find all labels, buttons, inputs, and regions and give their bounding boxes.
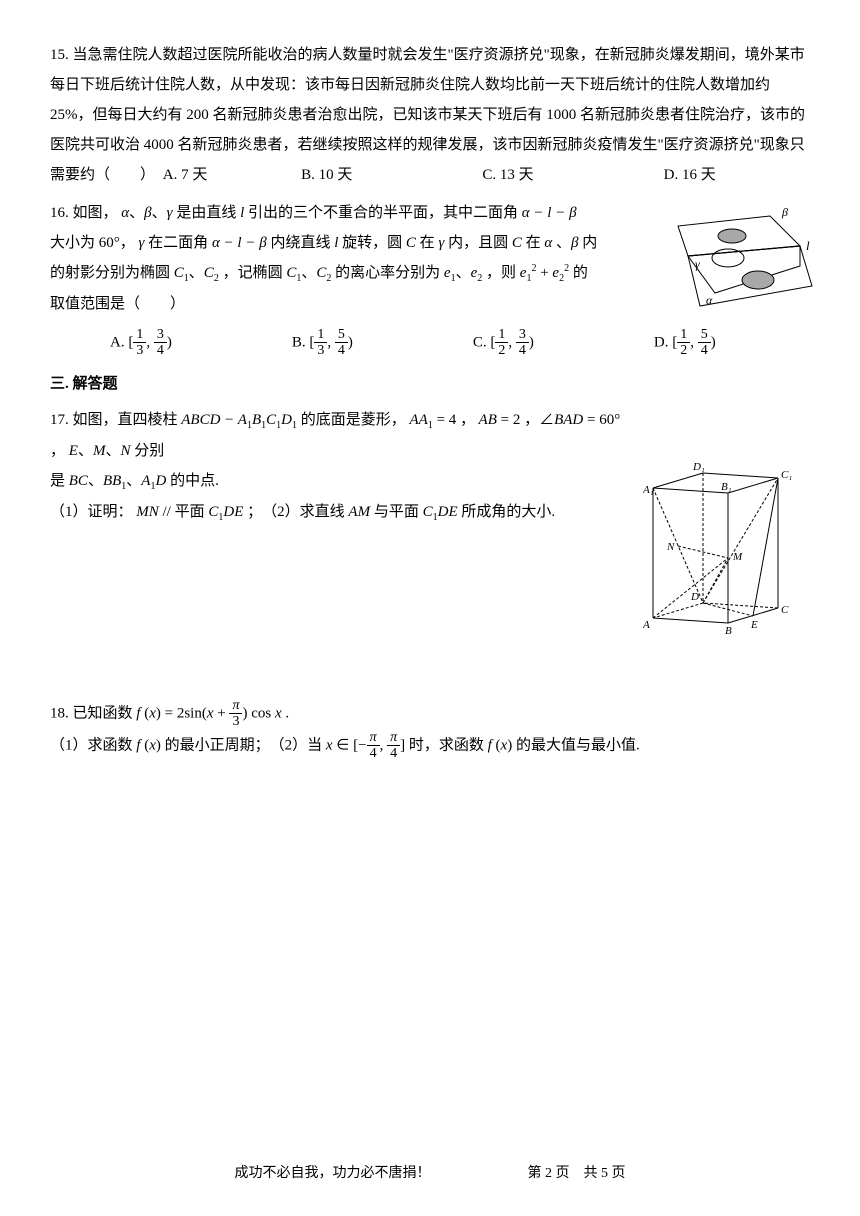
q16-t3: 的射影分别为椭圆 [50, 265, 170, 281]
q15-num: 15. [50, 47, 69, 63]
q18-num: 18. [50, 705, 69, 721]
q18-p1: （1）求函数 [50, 737, 133, 753]
q16-t1c: 引出的三个不重合的半平面，其中二面角 [248, 205, 518, 221]
q17-figure: A₁ B₁ C₁ D₁ A B C D E M N [643, 458, 798, 638]
q16-t1: 如图， [73, 205, 118, 221]
q16-opt-b: B. [13, 54) [292, 327, 353, 359]
q16-t2f: 内，且圆 [448, 235, 508, 251]
svg-text:E: E [750, 619, 758, 631]
svg-text:M: M [732, 551, 743, 563]
q17-p1c: ； （2）求直线 [247, 504, 345, 520]
svg-text:A: A [643, 619, 650, 631]
q16-t2e: 在 [420, 235, 435, 251]
footer-page: 第 2 页 共 5 页 [528, 1166, 626, 1181]
q16-t2b: 在二面角 [148, 235, 208, 251]
q17-p1: （1）证明： [50, 504, 133, 520]
q16-opt-c: C. [12, 34) [473, 327, 534, 359]
q18-p1b: 的最小正周期； （2）当 [165, 737, 323, 753]
q17-t1c: 分别 [134, 443, 164, 459]
q17-t2b: 的中点. [170, 473, 219, 489]
question-15: 15. 当急需住院人数超过医院所能收治的病人数量时就会发生"医疗资源挤兑"现象，… [50, 40, 810, 190]
q16-figure: β γ α l [670, 198, 820, 313]
svg-text:α: α [706, 293, 713, 307]
q17-num: 17. [50, 412, 69, 428]
svg-text:A₁: A₁ [643, 484, 654, 496]
section-3-title: 三. 解答题 [50, 369, 810, 399]
q16-t2h: 内 [582, 235, 597, 251]
q17-t1a: 如图，直四棱柱 [73, 412, 178, 428]
q16-num: 16. [50, 205, 69, 221]
q17-p1d: 与平面 [374, 504, 419, 520]
svg-text:B₁: B₁ [721, 481, 732, 493]
q18-t1: 已知函数 [73, 705, 133, 721]
page-footer: 成功不必自我，功力必不唐捐！ 第 2 页 共 5 页 [0, 1160, 860, 1188]
q16-t3c: 的离心率分别为 [335, 265, 440, 281]
q16-t2d: 旋转，圆 [342, 235, 402, 251]
q16-opt-a: A. [13, 34) [110, 327, 172, 359]
svg-text:B: B [725, 625, 732, 637]
q16-t1b: 是由直线 [176, 205, 236, 221]
svg-text:l: l [806, 238, 810, 253]
svg-text:C: C [781, 604, 789, 616]
q18-p1c: 时，求函数 [409, 737, 484, 753]
svg-text:D₁: D₁ [692, 461, 705, 473]
q16-t2g: 在 [526, 235, 541, 251]
q17-p1e: 所成角的大小. [461, 504, 555, 520]
svg-text:N: N [666, 541, 675, 553]
svg-text:β: β [781, 205, 788, 219]
q16-t2: 大小为 60°， [50, 235, 135, 251]
svg-text:D: D [690, 591, 699, 603]
q16-t2c: 内绕直线 [270, 235, 330, 251]
footer-motto: 成功不必自我，功力必不唐捐！ [235, 1166, 431, 1181]
q15-opt-b: B. 10 天 [301, 160, 352, 190]
q15-opt-c: C. 13 天 [482, 160, 533, 190]
q16-options: A. [13, 34) B. [13, 54) C. [12, 34) D. [… [110, 327, 810, 359]
q16-opt-d: D. [12, 54) [654, 327, 716, 359]
q15-opt-d: D. 16 天 [664, 160, 716, 190]
svg-text:C₁: C₁ [781, 469, 792, 481]
q16-t3e: 的 [573, 265, 588, 281]
q15-opt-a: A. 7 天 [163, 167, 208, 183]
q17-t1b: 的底面是菱形， [301, 412, 406, 428]
q16-t3d: ，则 [486, 265, 516, 281]
q16-t4: 取值范围是（ ） [50, 296, 185, 312]
q18-p1d: 的最大值与最小值. [516, 737, 640, 753]
q17-p1b: 平面 [175, 504, 205, 520]
q17-t2: 是 [50, 473, 65, 489]
q16-t3b: ，记椭圆 [223, 265, 283, 281]
svg-text:γ: γ [695, 257, 700, 271]
question-18: 18. 已知函数 f (x) = 2sin(x + π3) cos x . （1… [50, 698, 810, 762]
